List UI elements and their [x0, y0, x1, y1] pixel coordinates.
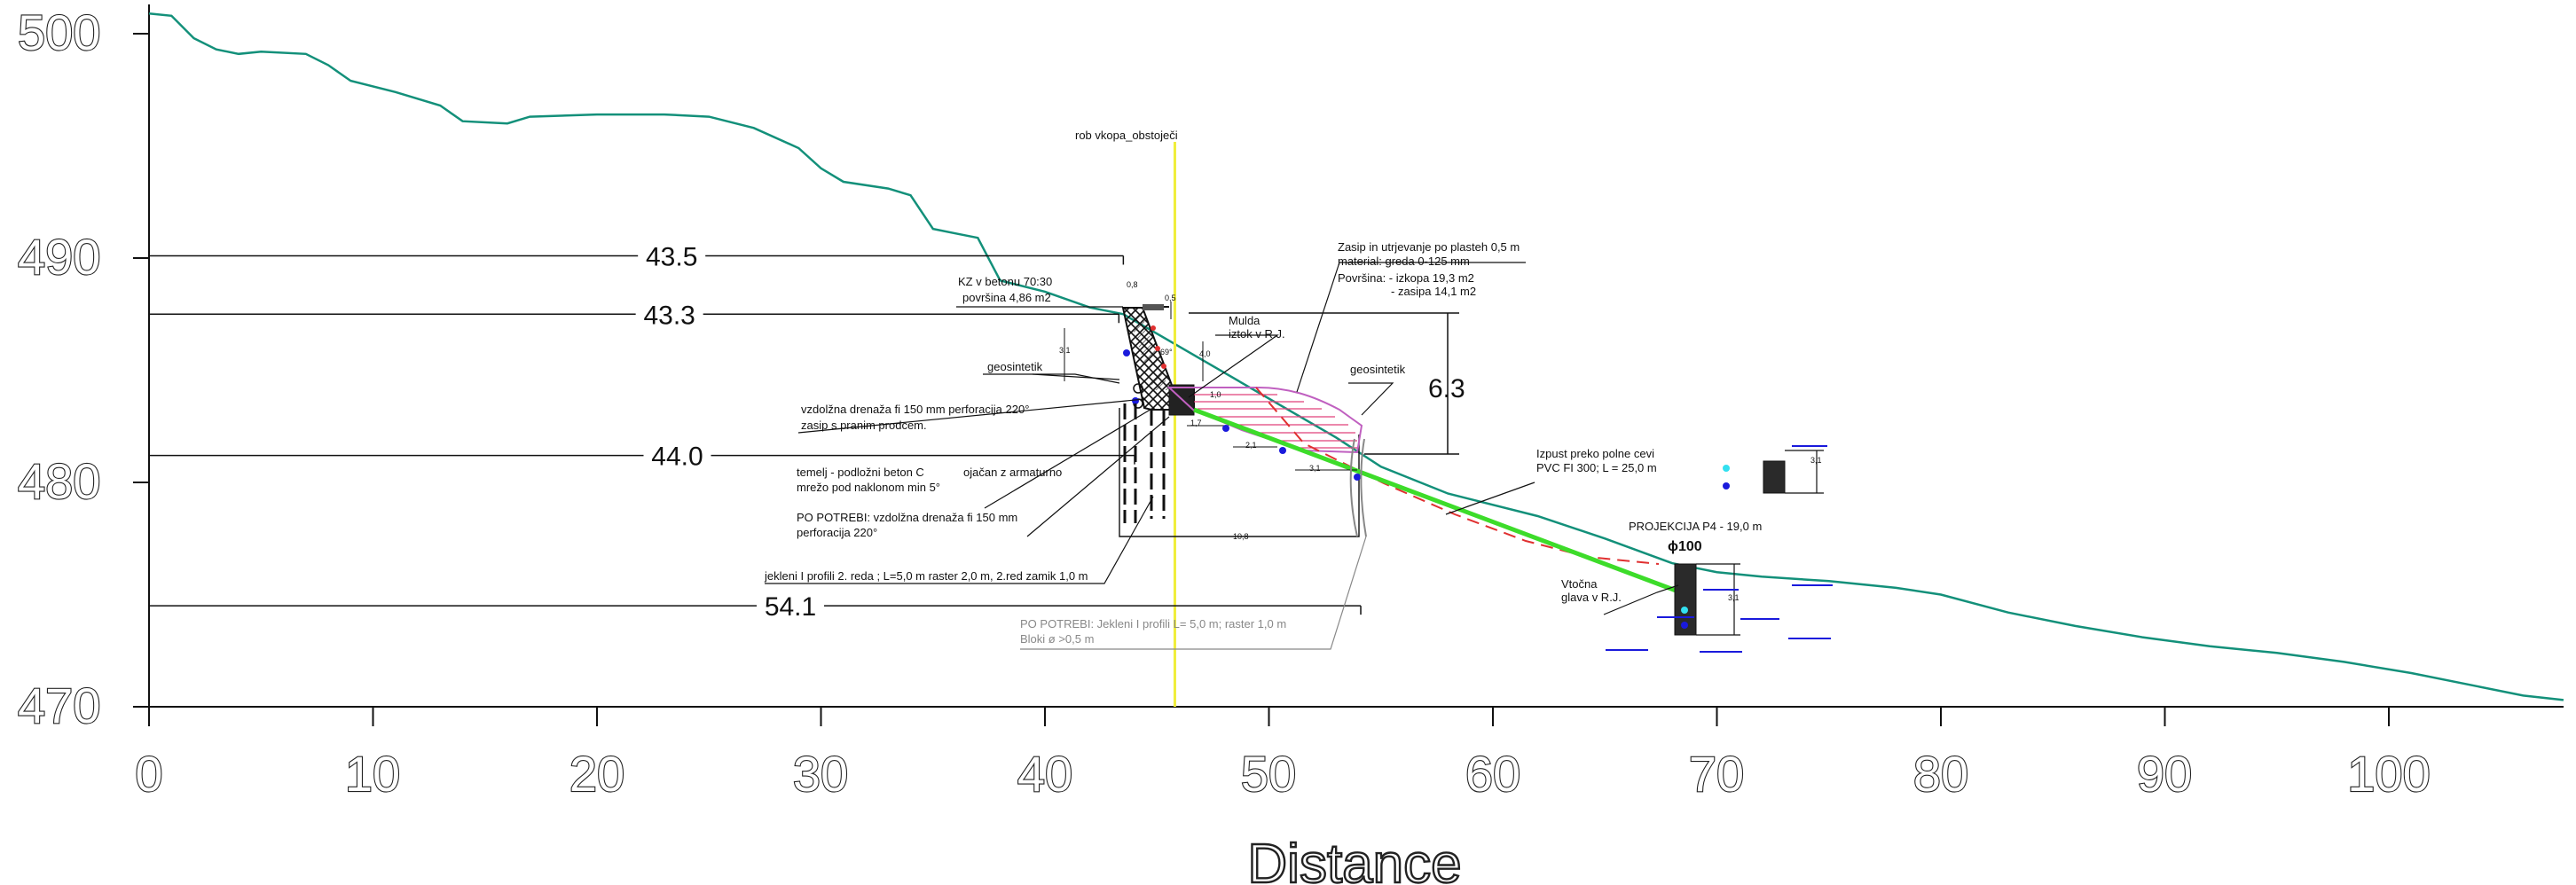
- potrebi-label-line2: perforacija 220°: [797, 526, 877, 539]
- x-tick-0: 0: [135, 746, 162, 802]
- leader-lines: [765, 262, 1679, 615]
- grey-pile: [1360, 438, 1367, 537]
- x-tick-100: 100: [2347, 746, 2430, 802]
- vtocna-label-line2: glava v R.J.: [1561, 591, 1622, 604]
- potrebi-label-line1: PO POTREBI: vzdolžna drenaža fi 150 mm: [797, 511, 1017, 524]
- dim-4-0: 4,0: [1199, 349, 1211, 358]
- dim-1-0: 1,0: [1210, 390, 1221, 399]
- povrsina-label-line2: - zasipa 14,1 m2: [1391, 285, 1476, 298]
- x-tick-10: 10: [345, 746, 400, 802]
- excavation-outline: [1119, 408, 1360, 537]
- y-tick-470: 470: [18, 677, 100, 733]
- drenaza-label-line2: zasip s pranim prodcem.: [801, 419, 927, 432]
- kz-label-line1: KZ v betonu 70:30: [958, 275, 1052, 288]
- projection-block: 3,1: [1723, 445, 1827, 494]
- drain-point: [1222, 425, 1229, 432]
- excavation-dashed-line: [1255, 387, 1660, 565]
- dim-0-8: 0,8: [1127, 280, 1138, 289]
- jekleni-label: jekleni I profili 2. reda ; L=5,0 m rast…: [764, 569, 1088, 583]
- povrsina-label-line1: Površina: - izkopa 19,3 m2: [1338, 271, 1474, 285]
- water-level-marks: [1606, 584, 1833, 653]
- dim-3-1b: 3,1: [1309, 464, 1321, 473]
- dimension-lines: 43.5 43.3 44.0 54.1: [149, 239, 1362, 622]
- drain-point: [1279, 447, 1286, 454]
- x-tick-30: 30: [793, 746, 848, 802]
- mulda-label-line2: iztok v R.J.: [1229, 327, 1285, 341]
- dim-3-1a: 3,1: [1059, 346, 1071, 355]
- dimension-label: 44.0: [651, 442, 703, 472]
- x-tick-40: 40: [1017, 746, 1072, 802]
- dim-0-5: 0,5: [1165, 294, 1176, 302]
- vtocna-label-line1: Vtočna: [1561, 577, 1598, 591]
- height-dimension: 6.3: [1189, 312, 1465, 455]
- dim-69: 69°: [1160, 348, 1173, 356]
- dimension-label-bg: [635, 298, 703, 325]
- drenaza-label-line1: vzdolžna drenaža fi 150 mm perforacija 2…: [801, 403, 1029, 416]
- temelj-label-line1b: ojačan z armaturno: [963, 466, 1062, 479]
- dimension-label: 43.5: [646, 242, 697, 271]
- dimension-label-bg: [638, 239, 706, 267]
- geosintetik-right-label: geosintetik: [1350, 363, 1406, 376]
- retaining-wall: [1121, 304, 1195, 416]
- x-tick-70: 70: [1689, 746, 1744, 802]
- temelj-label-line1a: temelj - podložni beton C: [797, 466, 924, 479]
- x-axis-title: Distance: [1247, 834, 1461, 885]
- grey-pile: [1349, 438, 1358, 537]
- x-tick-20: 20: [569, 746, 624, 802]
- reference-line-label: rob vkopa_obstoječi: [1075, 129, 1178, 142]
- height-dim-label: 6.3: [1428, 374, 1465, 403]
- x-tick-80: 80: [1913, 746, 1968, 802]
- zasip-label-line1: Zasip in utrjevanje po plasteh 0,5 m: [1338, 240, 1520, 254]
- izpust-label-line2: PVC FI 300; L = 25,0 m: [1536, 461, 1657, 474]
- phi-label: ϕ100: [1668, 539, 1702, 554]
- drain-point: [1354, 474, 1361, 481]
- dimension-label: 43.3: [643, 301, 695, 330]
- dimension-label: 54.1: [765, 592, 816, 622]
- wall-cap: [1143, 304, 1164, 310]
- zasip-label-line2: material: greda 0-125 mm: [1338, 255, 1470, 268]
- small-dimensions: [1064, 302, 1357, 471]
- x-tick-50: 50: [1241, 746, 1296, 802]
- axes: [133, 4, 2564, 726]
- dim-3-1d: 3,1: [1810, 456, 1822, 465]
- y-tick-490: 490: [18, 229, 100, 285]
- dim-2-1: 2,1: [1245, 441, 1257, 450]
- terrain-profile-line: [148, 12, 2564, 701]
- mulda-label-line1: Mulda: [1229, 314, 1261, 327]
- grey-leader-line: [1020, 536, 1367, 650]
- potrebi-grey-line2: Bloki ø >0,5 m: [1020, 632, 1094, 646]
- geosintetik-left-label: geosintetik: [987, 360, 1043, 373]
- kz-label-line2: površina 4,86 m2: [962, 291, 1051, 304]
- dimension-label-bg: [757, 590, 825, 617]
- y-tick-480: 480: [18, 453, 100, 509]
- dim-1-7: 1,7: [1190, 419, 1202, 427]
- potrebi-grey-line1: PO POTREBI: Jekleni I profili L= 5,0 m; …: [1020, 617, 1286, 630]
- outlet-pipe: [1193, 407, 1686, 597]
- dimension-label-bg: [643, 439, 711, 466]
- x-tick-60: 60: [1465, 746, 1520, 802]
- izpust-label-line1: Izpust preko polne cevi: [1536, 447, 1654, 460]
- dim-3-1c: 3,1: [1728, 593, 1740, 602]
- inlet-head: 3,1: [1674, 563, 1740, 636]
- dim-10-8: 10,8: [1233, 532, 1249, 541]
- projekcija-label: PROJEKCIJA P4 - 19,0 m: [1629, 520, 1762, 533]
- backfill-zone: [1166, 387, 1363, 454]
- y-tick-500: 500: [18, 4, 100, 60]
- x-tick-90: 90: [2137, 746, 2192, 802]
- temelj-label-line2: mrežo pod naklonom min 5°: [797, 481, 940, 494]
